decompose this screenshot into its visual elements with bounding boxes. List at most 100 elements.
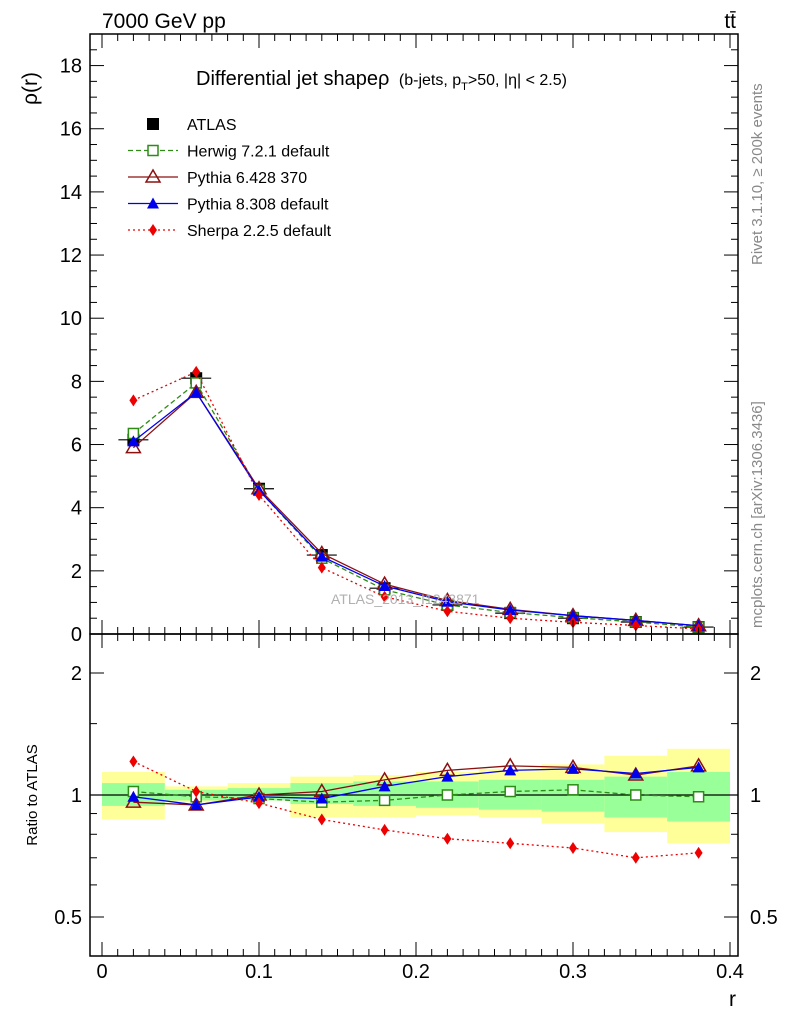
main-plot-panel: 0 2 4 6 8 10 12 14 16 18	[60, 33, 739, 646]
data-point-sherpa	[506, 612, 515, 625]
data-point-sherpa	[192, 365, 201, 378]
ratio-point-pythia8	[567, 762, 579, 774]
data-point-sherpa	[255, 489, 263, 502]
data-point-pythia8	[315, 550, 328, 562]
y-tick-label-ratio-right: 2	[750, 663, 761, 685]
data-point-sherpa	[380, 590, 389, 603]
ratio-point-pythia8	[629, 767, 642, 779]
ratio-point-pythia8	[378, 780, 391, 792]
data-point-pythia8	[378, 580, 391, 591]
ratio-point-pythia8	[315, 792, 328, 804]
y-tick-label-ratio: 2	[71, 663, 82, 685]
legend-label-atlas: ATLAS	[187, 117, 237, 134]
y-tick-label-main: 2	[71, 561, 82, 583]
y-tick-label-main: 16	[60, 119, 82, 141]
y-tick-label-main: 4	[71, 498, 82, 520]
rivet-label: Rivet 3.1.10, ≥ 200k events	[749, 83, 766, 265]
legend-item-pythia8: Pythia 8.308 default	[128, 197, 329, 214]
legend-marker-atlas	[147, 118, 159, 130]
ratio-point-pythia8	[253, 790, 265, 802]
ratio-point-pythia8	[190, 798, 203, 810]
main-plot-title: Differential jet shapeρ (b-jets, pT>50, …	[196, 68, 567, 93]
ratio-point-herwig	[441, 789, 454, 801]
y-tick-label-main: 6	[71, 435, 82, 457]
ratio-point-herwig	[630, 789, 642, 801]
x-tick-label: 0.1	[245, 961, 273, 983]
ratio-point-sherpa	[506, 837, 515, 850]
ratio-point-pythia8	[504, 764, 517, 776]
legend-marker-herwig	[147, 144, 159, 157]
ratio-point-pythia8	[441, 770, 454, 782]
ratio-point-herwig	[567, 784, 579, 796]
x-tick-label: 0.3	[559, 961, 587, 983]
x-tick-label: 0.4	[716, 961, 744, 983]
legend-label-sherpa: Sherpa 2.2.5 default	[187, 223, 332, 240]
y-tick-label-ratio: 1	[71, 785, 82, 807]
y-tick-label-main: 0	[71, 624, 82, 646]
analysis-watermark: ATLAS_2013_I1243871	[331, 591, 480, 607]
ratio-line-sherpa	[133, 760, 699, 859]
y-tick-label-ratio-right: 1	[750, 785, 761, 807]
y-axis-label-ratio: Ratio to ATLAS	[24, 744, 41, 845]
legend-item-sherpa: Sherpa 2.2.5 default	[128, 223, 332, 240]
main-title-suffix: (b-jets, pT>50, |η| < 2.5)	[399, 72, 567, 93]
ratio-point-sherpa	[631, 851, 640, 864]
ratio-line-herwig	[133, 789, 699, 803]
ratio-point-herwig	[504, 785, 516, 798]
y-tick-label-main: 18	[60, 56, 82, 78]
x-tick-label: 0	[96, 961, 107, 983]
legend-item-atlas: ATLAS	[147, 117, 237, 134]
legend-marker-sherpa	[149, 224, 157, 236]
ratio-point-sherpa	[192, 785, 201, 798]
legend-marker-pythia6	[144, 168, 162, 183]
data-point-sherpa	[443, 605, 452, 618]
series-line-pythia8	[133, 391, 699, 627]
data-point-pythia8	[567, 609, 579, 621]
y-tick-label-main: 14	[60, 182, 82, 204]
ratio-plot-panel: 0.5 0.5 1 1 2 2 0 0.1 0.2 0.3 0.4	[54, 633, 778, 983]
ratio-point-sherpa	[380, 823, 389, 836]
legend-item-herwig: Herwig 7.2.1 default	[128, 144, 330, 161]
data-point-pythia8	[127, 435, 140, 447]
y-tick-label-ratio: 0.5	[54, 907, 82, 929]
ratio-plot-frame	[89, 633, 739, 957]
ratio-point-herwig	[692, 791, 705, 803]
ratio-line-pythia8	[133, 766, 699, 806]
ratio-point-sherpa	[129, 755, 138, 768]
ratio-point-pythia8	[127, 790, 140, 802]
ratio-series-sherpa	[129, 755, 703, 864]
ratio-point-sherpa	[569, 841, 577, 854]
y-tick-label-main: 8	[71, 371, 82, 393]
header-left: 7000 GeV pp	[102, 10, 226, 33]
ratio-point-sherpa	[443, 832, 452, 845]
legend-label-pythia8: Pythia 8.308 default	[187, 197, 329, 214]
data-point-pythia8	[504, 604, 517, 615]
legend-item-pythia6: Pythia 6.428 370	[128, 168, 307, 187]
data-point-sherpa	[317, 561, 326, 574]
legend-marker-pythia8	[147, 197, 159, 209]
data-point-sherpa	[129, 394, 138, 407]
ratio-series-pythia8	[127, 761, 705, 810]
y-axis-label-main: ρ(r)	[19, 72, 42, 105]
series-line-herwig	[132, 381, 699, 628]
y-tick-label-main: 12	[60, 245, 82, 267]
header-right: tt̄	[724, 10, 736, 33]
ratio-point-herwig	[378, 794, 391, 807]
series-sherpa	[129, 365, 703, 634]
legend-label-herwig: Herwig 7.2.1 default	[187, 144, 330, 161]
ratio-point-sherpa	[317, 813, 326, 826]
ratio-point-sherpa	[255, 797, 263, 810]
main-title-text: Differential jet shapeρ	[196, 68, 389, 90]
x-tick-label: 0.2	[402, 961, 430, 983]
data-point-pythia8	[441, 595, 454, 607]
x-axis-label: r	[729, 988, 736, 1011]
ratio-point-sherpa	[694, 846, 703, 859]
legend: ATLAS Herwig 7.2.1 default Pythia 6.428 37…	[128, 117, 332, 240]
y-tick-label-ratio-right: 0.5	[750, 907, 778, 929]
data-point-pythia8	[190, 386, 203, 398]
y-tick-label-main: 10	[60, 308, 82, 330]
data-point-pythia6	[125, 439, 142, 454]
ratio-point-pythia8	[692, 761, 705, 773]
data-point-sherpa	[631, 619, 640, 632]
